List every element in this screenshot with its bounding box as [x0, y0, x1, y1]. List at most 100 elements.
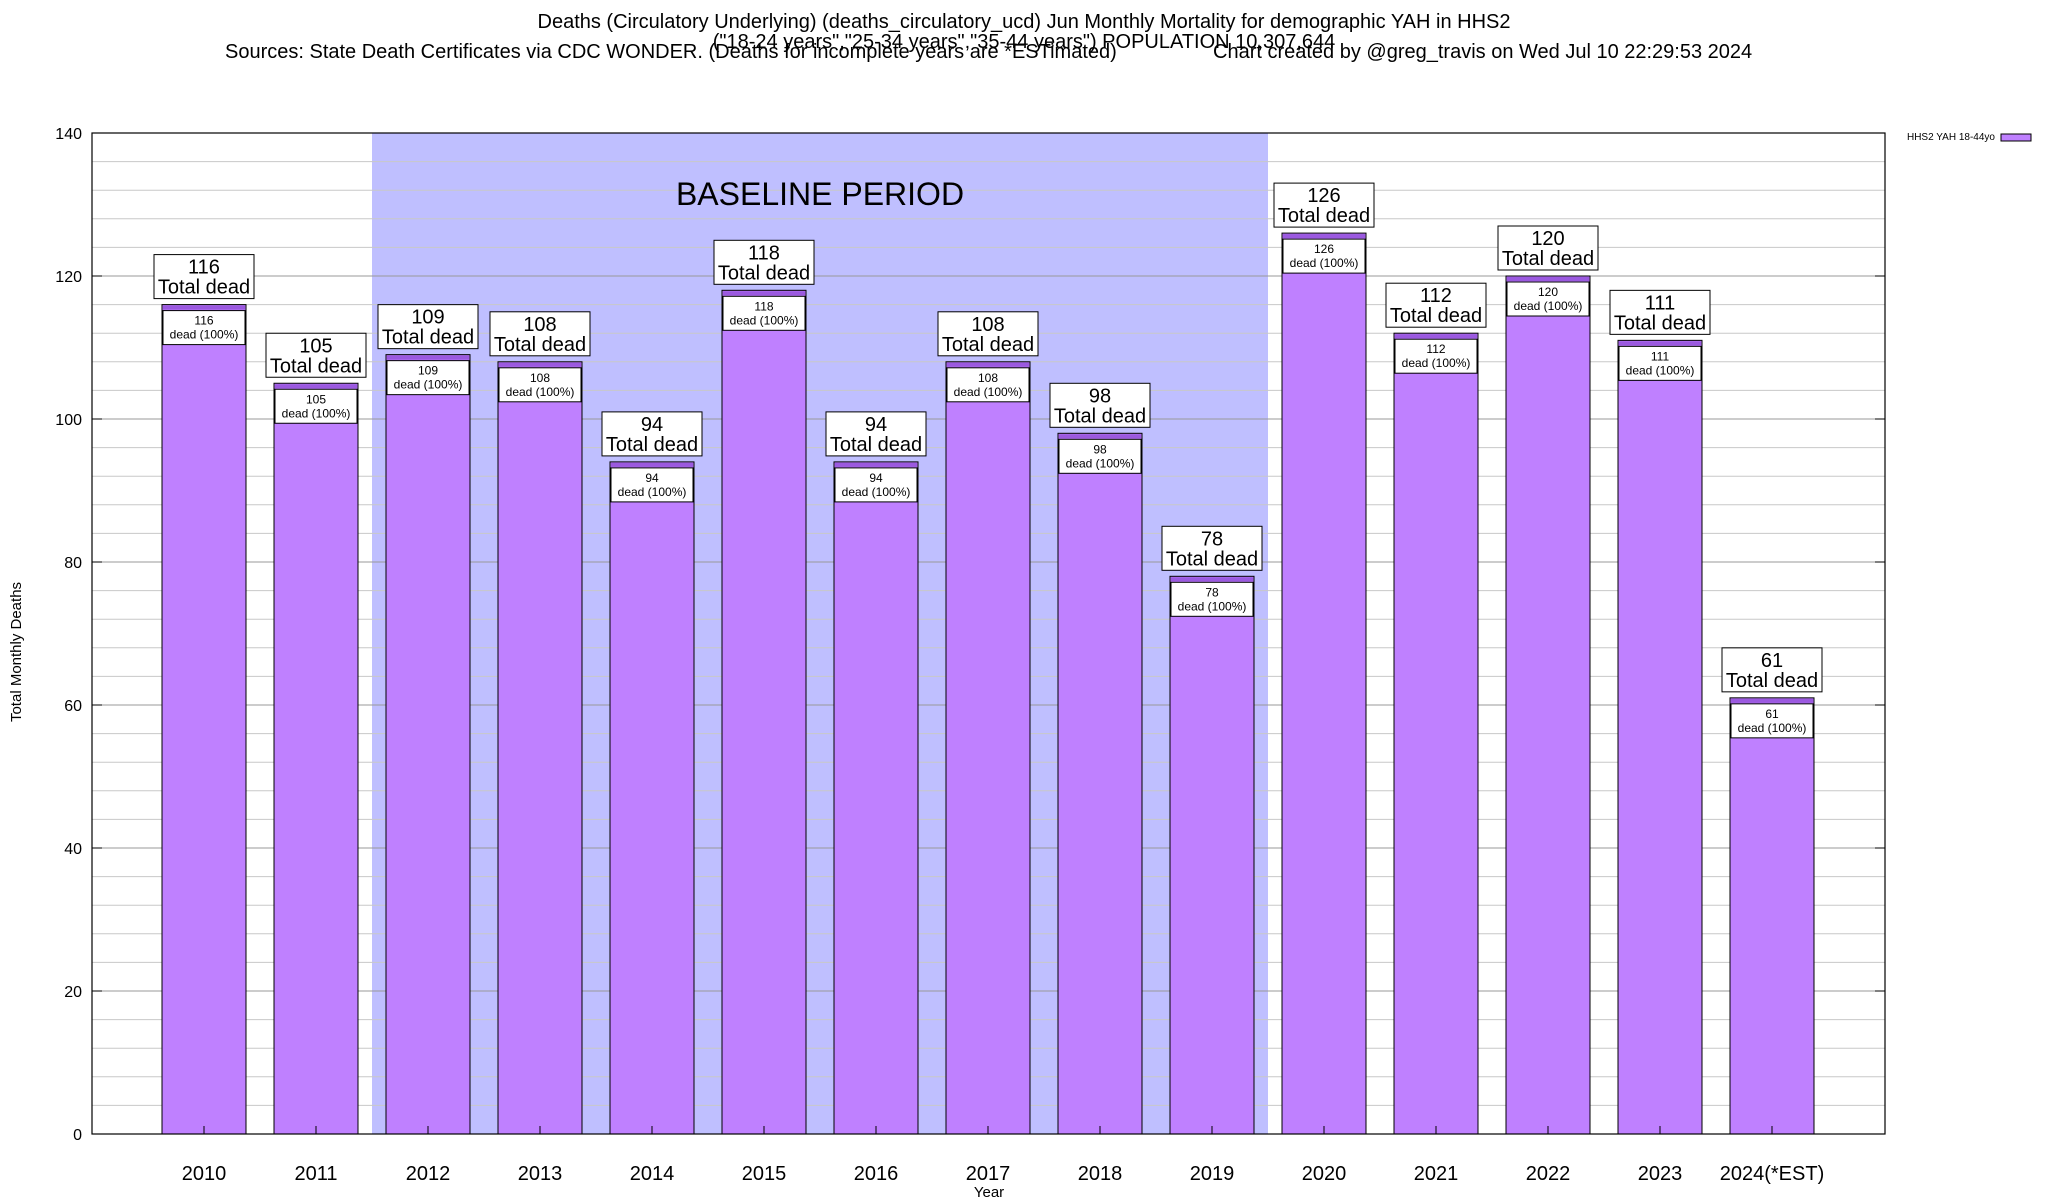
- x-axis-label: Year: [974, 1184, 1004, 1200]
- bar: [1281, 232, 1367, 1135]
- inner-label-value: 94: [645, 471, 659, 485]
- inner-label-value: 111: [1651, 349, 1670, 363]
- inner-label-box: [1618, 345, 1702, 381]
- inner-label-text: dead (100%): [1402, 356, 1471, 370]
- inner-label-text: dead (100%): [618, 485, 687, 499]
- bar: [273, 382, 359, 1135]
- total-label-text: Total dead: [1054, 405, 1146, 427]
- inner-label-text: dead (100%): [1178, 599, 1247, 613]
- x-tick-label: 2020: [1302, 1163, 1347, 1185]
- inner-label-text: dead (100%): [506, 385, 575, 399]
- inner-label-text: dead (100%): [394, 378, 463, 392]
- inner-label-value: 109: [418, 364, 438, 378]
- chart-credit: Chart created by @greg_travis on Wed Jul…: [1213, 41, 1753, 63]
- total-label-value: 111: [1645, 292, 1675, 314]
- bar-cap: [387, 355, 469, 360]
- total-label-value: 94: [641, 414, 663, 436]
- bar: [609, 461, 695, 1135]
- total-label-text: Total dead: [1726, 670, 1818, 692]
- y-axis-label: Total Monthly Deaths: [8, 582, 25, 722]
- total-label-box: [1721, 647, 1823, 693]
- inner-label-text: dead (100%): [730, 313, 799, 327]
- total-label-text: Total dead: [270, 355, 362, 377]
- inner-label-box: [1730, 703, 1814, 739]
- x-tick-label: 2016: [854, 1163, 899, 1185]
- total-label-value: 108: [523, 314, 556, 336]
- chart-title-block: Deaths (Circulatory Underlying) (deaths_…: [0, 12, 2048, 52]
- x-tick-label: 2024(*EST): [1720, 1163, 1825, 1185]
- inner-label-value: 78: [1205, 585, 1219, 599]
- inner-label-text: dead (100%): [842, 485, 911, 499]
- bar-cap: [611, 462, 693, 467]
- total-label-box: [1273, 182, 1375, 228]
- bar-cap: [1283, 234, 1365, 239]
- x-tick-label: 2017: [966, 1163, 1011, 1185]
- total-label-box: [713, 239, 815, 285]
- total-label-box: [153, 254, 255, 300]
- inner-label-text: dead (100%): [170, 328, 239, 342]
- y-tick-label: 120: [55, 269, 82, 286]
- y-tick-label: 80: [64, 555, 82, 572]
- x-tick-label: 2018: [1078, 1163, 1123, 1185]
- total-label-box: [265, 332, 367, 378]
- total-label-value: 61: [1761, 650, 1783, 672]
- y-tick-label: 100: [55, 412, 82, 429]
- inner-label-box: [610, 467, 694, 503]
- inner-label-text: dead (100%): [1626, 363, 1695, 377]
- chart-title-line-2: ("18-24 years","25-34 years","35-44 year…: [712, 31, 1336, 53]
- total-label-box: [1049, 382, 1151, 428]
- inner-label-value: 94: [869, 471, 883, 485]
- bar: [1505, 275, 1591, 1135]
- inner-label-value: 105: [306, 392, 326, 406]
- total-label-box: [1385, 282, 1487, 328]
- bar-cap: [1059, 434, 1141, 439]
- y-tick-label: 20: [64, 984, 82, 1001]
- inner-label-value: 116: [194, 314, 213, 328]
- bar-cap: [1171, 577, 1253, 582]
- inner-label-text: dead (100%): [1066, 456, 1135, 470]
- x-tick-label: 2023: [1638, 1163, 1683, 1185]
- inner-label-text: dead (100%): [1290, 256, 1359, 270]
- x-tick-label: 2021: [1414, 1163, 1459, 1185]
- bar: [1169, 575, 1255, 1135]
- x-tick-label: 2013: [518, 1163, 563, 1185]
- bar: [161, 304, 247, 1135]
- inner-label-value: 118: [754, 299, 773, 313]
- bar-cap: [1619, 341, 1701, 346]
- y-tick-label: 60: [64, 698, 82, 715]
- total-label-value: 94: [865, 414, 887, 436]
- bar-cap: [723, 291, 805, 296]
- x-tick-label: 2010: [182, 1163, 227, 1185]
- total-label-box: [601, 411, 703, 457]
- inner-label-box: [1170, 581, 1254, 617]
- inner-label-box: [386, 360, 470, 396]
- baseline-label: BASELINE PERIOD: [676, 176, 964, 212]
- total-label-box: [377, 304, 479, 350]
- total-label-box: [825, 411, 927, 457]
- bar: [1729, 697, 1815, 1135]
- y-tick-label: 0: [73, 1127, 82, 1144]
- total-label-value: 116: [188, 257, 220, 279]
- total-label-box: [1161, 525, 1263, 571]
- inner-label-text: dead (100%): [1738, 721, 1807, 735]
- total-label-text: Total dead: [942, 334, 1034, 356]
- x-tick-label: 2012: [406, 1163, 451, 1185]
- bar-cap: [275, 384, 357, 389]
- bar: [833, 461, 919, 1135]
- y-tick-label: 40: [64, 841, 82, 858]
- total-label-value: 126: [1307, 185, 1340, 207]
- inner-label-box: [1282, 238, 1366, 274]
- inner-label-value: 98: [1093, 442, 1107, 456]
- legend-label: HHS2 YAH 18-44yo: [1907, 132, 1995, 143]
- total-label-text: Total dead: [1390, 305, 1482, 327]
- bar: [1393, 332, 1479, 1135]
- x-tick-label: 2014: [630, 1163, 675, 1185]
- inner-label-box: [834, 467, 918, 503]
- bar-cap: [1731, 698, 1813, 703]
- x-tick-label: 2015: [742, 1163, 787, 1185]
- total-label-text: Total dead: [1278, 205, 1370, 227]
- inner-label-value: 61: [1765, 707, 1779, 721]
- inner-label-value: 126: [1314, 242, 1334, 256]
- inner-label-value: 112: [1426, 342, 1445, 356]
